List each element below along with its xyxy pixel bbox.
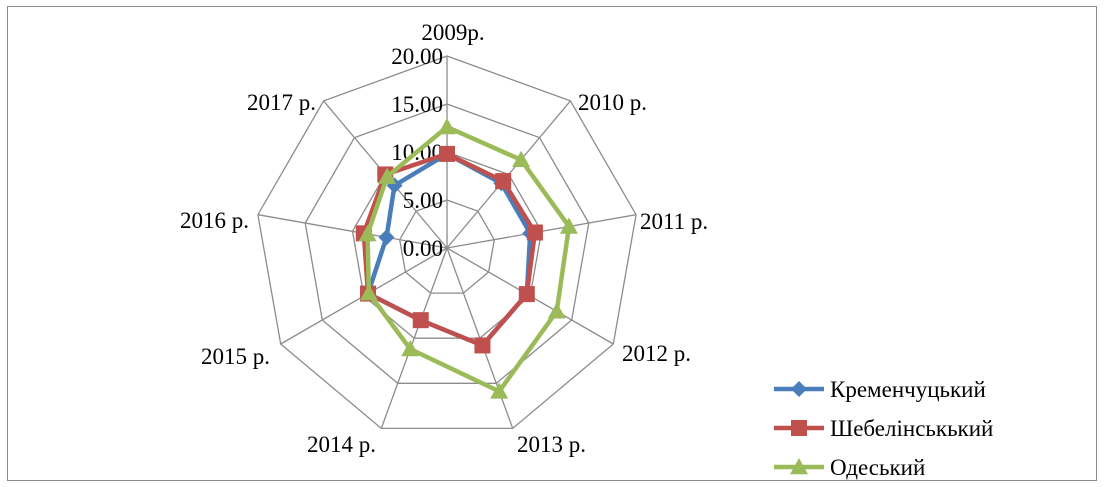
data-point [378, 167, 397, 184]
tick-label: 5.00 [403, 188, 443, 213]
category-labels: 2009р. 2010 р. 2011 р. 2012 р. 2013 р. 2014 р… [180, 20, 708, 457]
data-point [378, 229, 395, 246]
category-label: 2016 р. [180, 208, 249, 233]
series-triangle [358, 118, 578, 399]
legend-item: Одеський [774, 455, 925, 480]
category-label: 2013 р. [517, 432, 586, 457]
data-point [358, 224, 377, 242]
data-point [526, 224, 543, 241]
category-label: 2009р. [421, 20, 484, 45]
data-point [401, 340, 420, 357]
tick-label: 20.00 [391, 44, 443, 69]
series-line [365, 124, 572, 394]
legend: Кременчуцький Шебелінськький Одеський [774, 377, 993, 480]
radar-grid [257, 55, 637, 430]
legend-item: Шебелінськький [774, 416, 993, 441]
grid-ring [304, 103, 590, 384]
data-point [495, 173, 512, 190]
data-point [559, 217, 578, 234]
category-label: 2017 р. [247, 90, 316, 115]
data-point [512, 150, 531, 167]
data-point [412, 312, 429, 329]
category-label: 2012 р. [622, 341, 691, 366]
grid-ring [257, 55, 637, 430]
series-line [361, 151, 538, 348]
grid-ring [351, 151, 543, 339]
category-label: 2015 р. [201, 344, 270, 369]
legend-marker [791, 381, 807, 397]
tick-label: 0.00 [403, 236, 443, 261]
chart-frame [7, 6, 1097, 481]
legend-label: Кременчуцький [830, 377, 986, 402]
tick-label: 15.00 [391, 92, 443, 117]
data-point [547, 302, 566, 319]
grid-spoke [380, 247, 448, 429]
category-label: 2014 р. [307, 432, 376, 457]
data-point [474, 337, 491, 354]
legend-label: Одеський [830, 455, 925, 480]
category-label: 2010 р. [578, 90, 647, 115]
legend-item: Кременчуцький [774, 377, 986, 402]
legend-label: Шебелінськький [830, 416, 993, 441]
data-point [439, 145, 455, 162]
series-layer [355, 118, 578, 399]
legend-marker [791, 420, 807, 436]
data-point [490, 382, 509, 399]
grid-spoke [257, 214, 448, 249]
data-point [438, 118, 456, 135]
legend-marker [790, 458, 808, 475]
data-point [359, 284, 378, 301]
category-label: 2011 р. [640, 209, 708, 234]
grid-ring [399, 199, 495, 294]
data-point [518, 286, 535, 303]
